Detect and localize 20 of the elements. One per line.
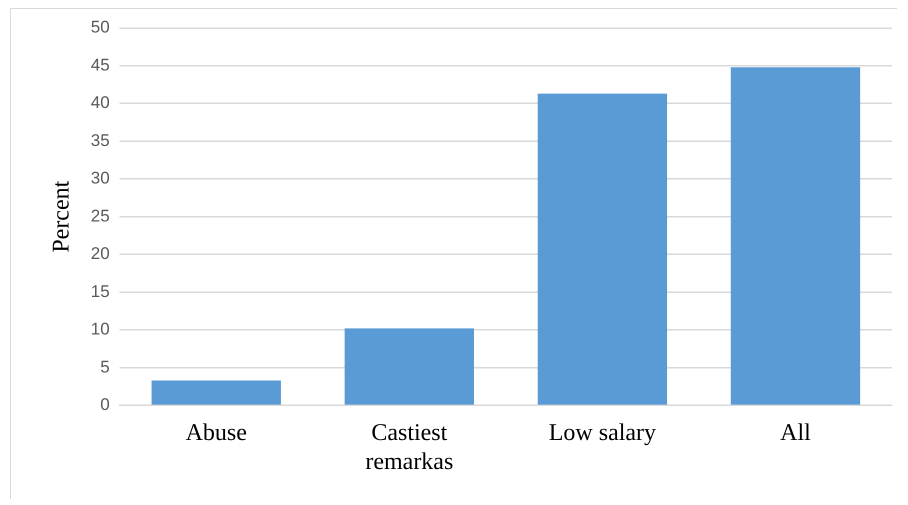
x-tick-label: Low salary — [548, 420, 656, 446]
bar — [538, 94, 668, 405]
y-tick-label: 0 — [100, 395, 110, 414]
bar — [152, 380, 281, 405]
y-tick-label: 30 — [90, 168, 110, 188]
y-tick-label: 35 — [90, 130, 110, 150]
y-tick-label: 40 — [90, 93, 110, 112]
x-tick-label: All — [780, 420, 812, 446]
bar — [344, 328, 474, 405]
y-tick-label: 10 — [90, 320, 110, 339]
y-tick-label: 20 — [90, 244, 110, 264]
x-tick-label: Abuse — [186, 420, 247, 446]
y-tick-label: 45 — [90, 55, 110, 74]
y-tick-label: 50 — [90, 18, 110, 37]
y-tick-label: 5 — [100, 357, 110, 376]
y-tick-label: 25 — [90, 206, 110, 226]
bar — [730, 67, 860, 405]
x-tick-label: Castiest remarkas — [365, 420, 454, 475]
y-tick-label: 15 — [90, 282, 110, 301]
y-axis-title: Percent — [48, 180, 75, 253]
